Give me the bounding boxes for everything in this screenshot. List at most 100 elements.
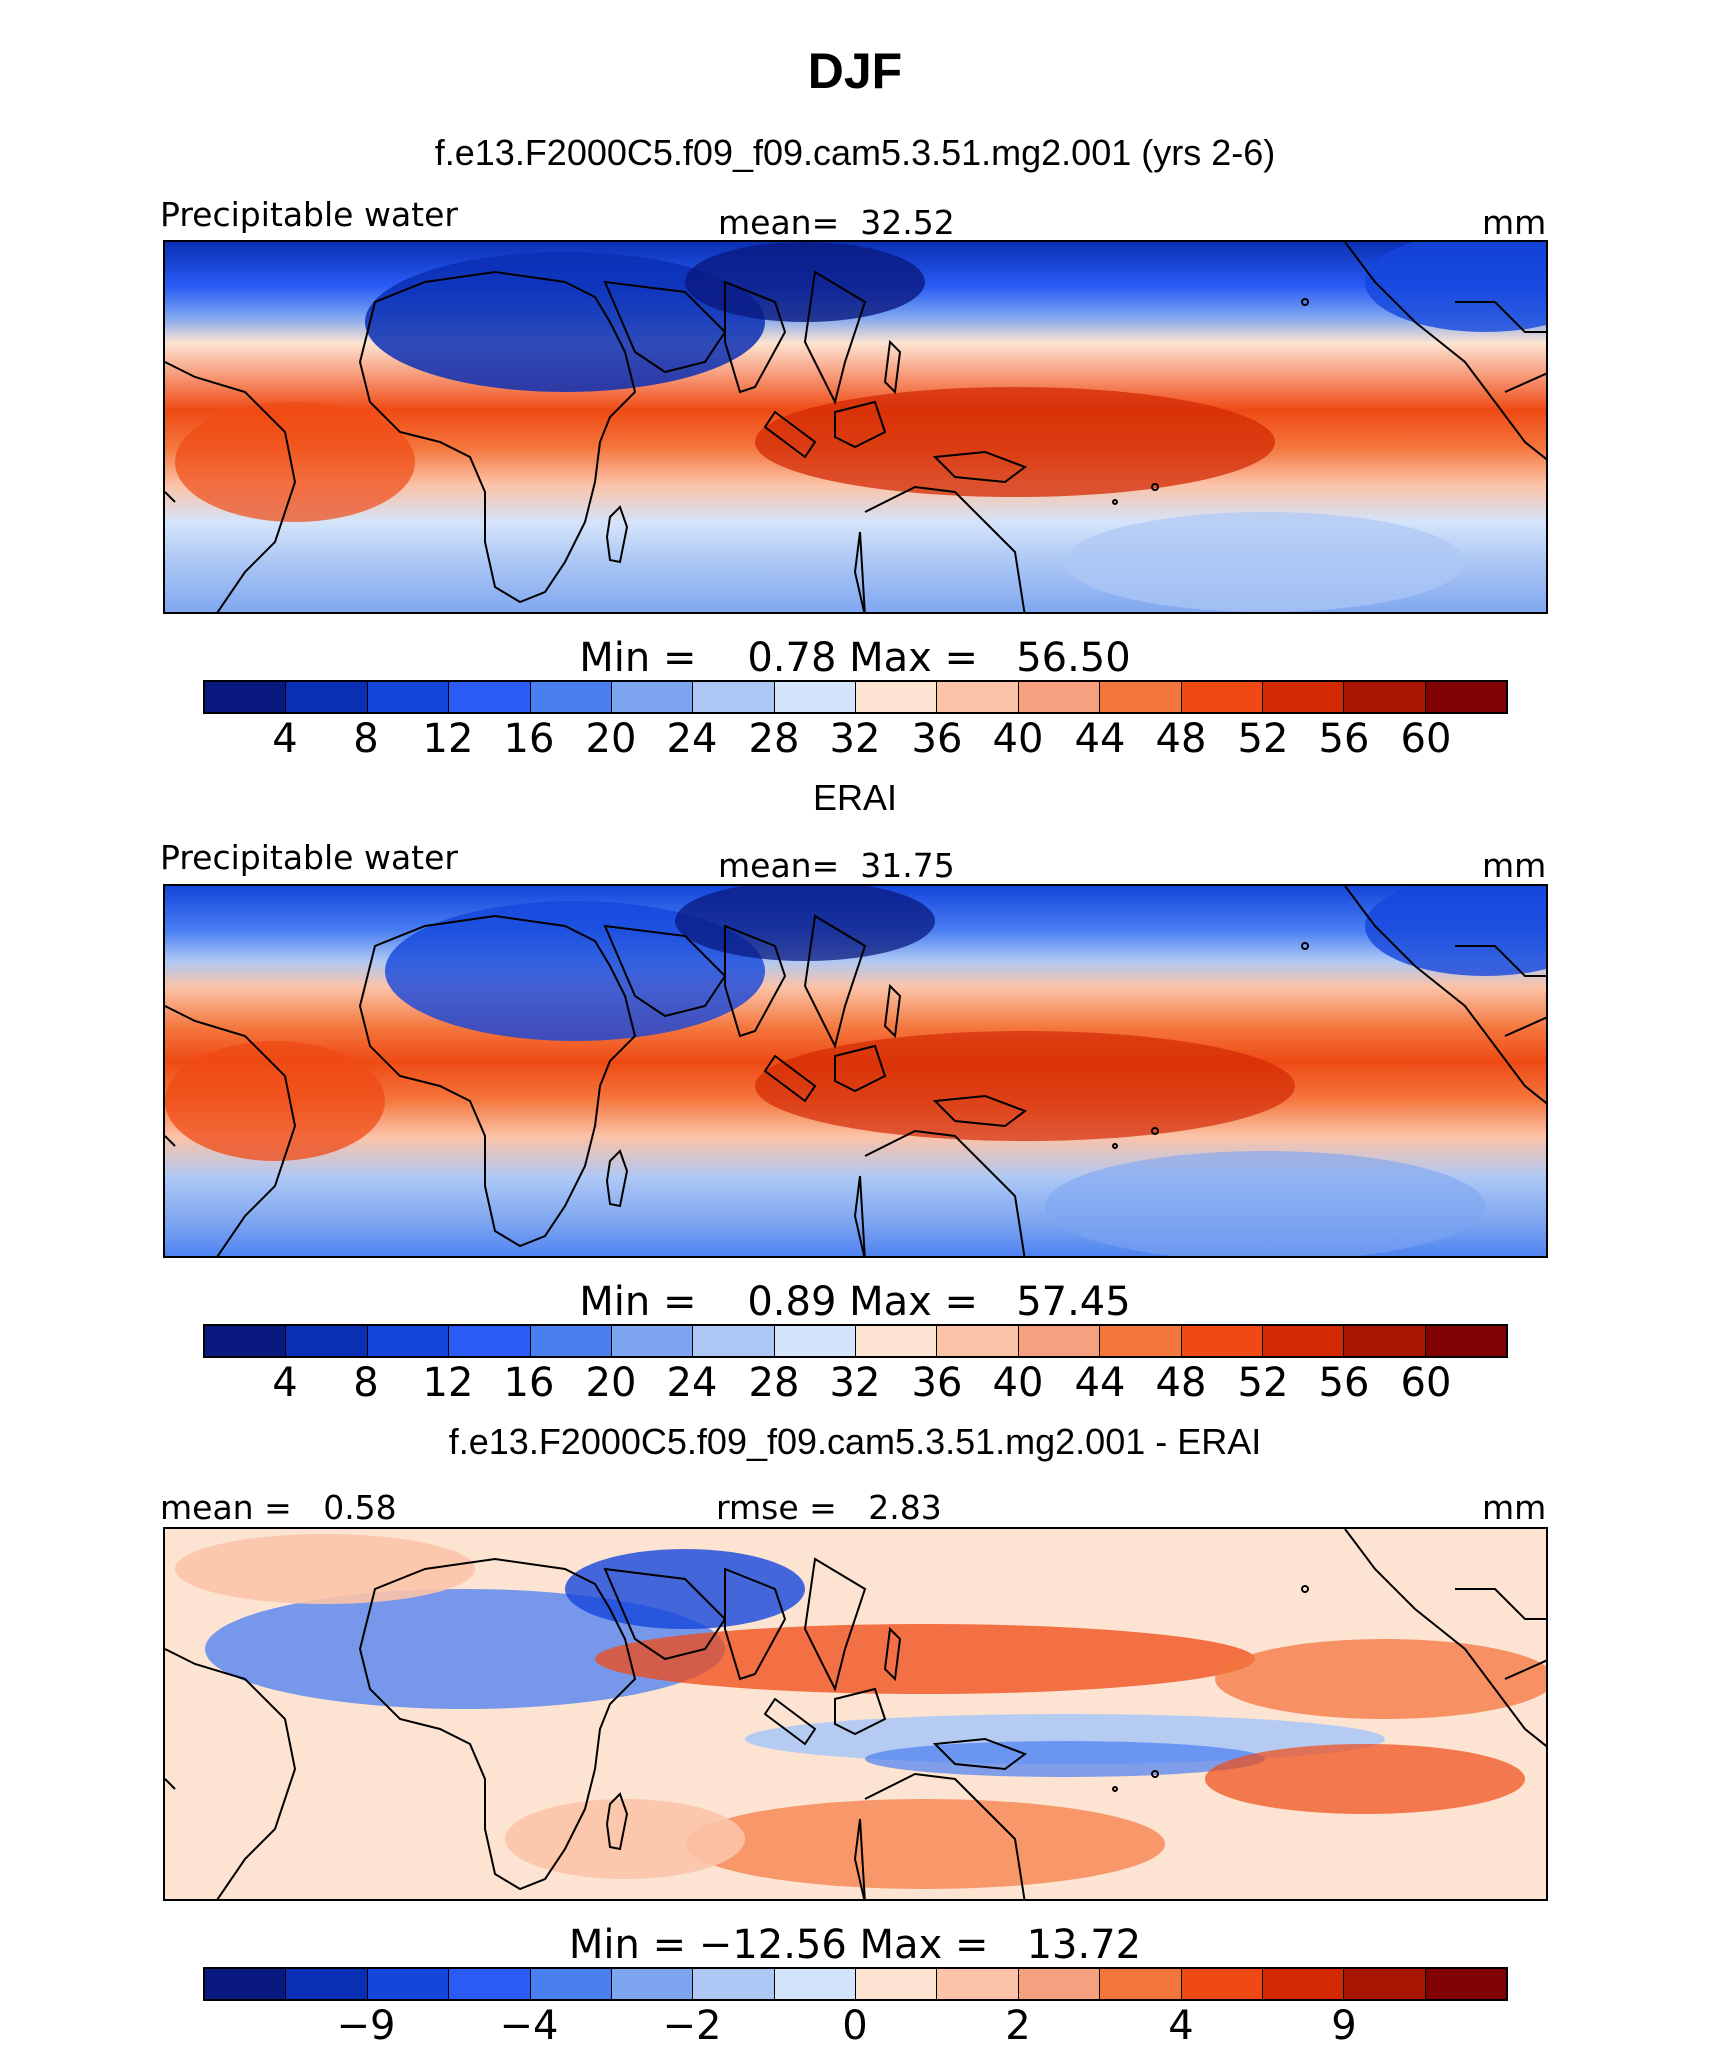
colorbar-swatch <box>1425 1969 1506 1999</box>
colorbar-swatch <box>367 682 450 712</box>
colorbar-swatch <box>367 1326 450 1356</box>
panel-2-tick: 60 <box>1400 1360 1452 1406</box>
colorbar-swatch <box>937 682 1019 712</box>
panel-1-tick: 8 <box>353 716 379 762</box>
panel-1-mean-label: mean= 32.52 <box>718 203 955 242</box>
panel-1-contour-field <box>165 242 1546 612</box>
panel-3-map <box>163 1527 1548 1901</box>
panel-1-tick: 44 <box>1074 716 1126 762</box>
panel-1-units: mm <box>1482 203 1547 242</box>
colorbar-swatch <box>1425 1326 1506 1356</box>
panel-1-tick: 48 <box>1155 716 1207 762</box>
panel-3-tick: 4 <box>1168 2003 1194 2049</box>
colorbar-swatch <box>1344 682 1426 712</box>
panel-3-colorbar <box>203 1967 1508 2001</box>
panel-3-rmse-label: rmse = 2.83 <box>716 1488 942 1527</box>
panel-1-tick: 56 <box>1318 716 1370 762</box>
panel-3-units: mm <box>1482 1488 1547 1527</box>
panel-2-map <box>163 884 1548 1258</box>
colorbar-swatch <box>205 1969 287 1999</box>
colorbar-swatch <box>611 1326 694 1356</box>
panel-1-tick: 24 <box>666 716 718 762</box>
colorbar-swatch <box>1425 682 1506 712</box>
panel-2-contour-field <box>165 886 1546 1256</box>
colorbar-swatch <box>205 1326 287 1356</box>
panel-2-tick: 56 <box>1318 1360 1370 1406</box>
colorbar-swatch <box>693 682 775 712</box>
panel-2-tick: 48 <box>1155 1360 1207 1406</box>
panel-1-map <box>163 240 1548 614</box>
panel-1-variable-label: Precipitable water <box>160 195 458 234</box>
panel-2-tick: 12 <box>422 1360 474 1406</box>
panel-2-tick: 24 <box>666 1360 718 1406</box>
colorbar-swatch <box>774 1326 856 1356</box>
colorbar-swatch <box>449 1969 531 1999</box>
colorbar-swatch <box>1181 682 1263 712</box>
panel-1-tick: 40 <box>992 716 1044 762</box>
panel-1-title: f.e13.F2000C5.f09_f09.cam5.3.51.mg2.001 … <box>434 132 1276 173</box>
colorbar-swatch <box>530 1326 612 1356</box>
panel-2-tick: 20 <box>585 1360 637 1406</box>
colorbar-swatch <box>1344 1969 1426 1999</box>
colorbar-swatch <box>1018 1969 1101 1999</box>
panel-1-colorbar <box>203 680 1508 714</box>
colorbar-swatch <box>1181 1326 1263 1356</box>
panel-3-tick: −2 <box>662 2003 722 2049</box>
panel-3-tick: −9 <box>336 2003 396 2049</box>
panel-3-contour-field <box>165 1529 1546 1899</box>
colorbar-swatch <box>1262 1326 1345 1356</box>
panel-1-tick: 16 <box>503 716 555 762</box>
colorbar-swatch <box>611 682 694 712</box>
colorbar-swatch <box>1262 682 1345 712</box>
panel-2-tick: 44 <box>1074 1360 1126 1406</box>
panel-2-units: mm <box>1482 846 1547 885</box>
panel-3-title: f.e13.F2000C5.f09_f09.cam5.3.51.mg2.001 … <box>448 1421 1262 1462</box>
panel-1-tick: 36 <box>911 716 963 762</box>
panel-2-tick: 4 <box>272 1360 298 1406</box>
colorbar-swatch <box>856 1326 938 1356</box>
colorbar-swatch <box>937 1326 1019 1356</box>
panel-2-tick: 52 <box>1237 1360 1289 1406</box>
panel-1-tick: 60 <box>1400 716 1452 762</box>
colorbar-swatch <box>774 1969 856 1999</box>
panel-2-title: ERAI <box>812 777 898 818</box>
colorbar-swatch <box>856 682 938 712</box>
colorbar-swatch <box>1100 682 1182 712</box>
colorbar-swatch <box>1100 1326 1182 1356</box>
panel-2-min-max: Min = 0.89 Max = 57.45 <box>579 1279 1131 1325</box>
panel-1-tick: 4 <box>272 716 298 762</box>
colorbar-swatch <box>774 682 856 712</box>
colorbar-swatch <box>449 682 531 712</box>
panel-2-tick: 36 <box>911 1360 963 1406</box>
panel-1-min-max: Min = 0.78 Max = 56.50 <box>579 635 1131 681</box>
panel-3-mean-label: mean = 0.58 <box>160 1488 397 1527</box>
colorbar-swatch <box>856 1969 938 1999</box>
colorbar-swatch <box>530 682 612 712</box>
panel-1-tick: 12 <box>422 716 474 762</box>
panel-2-variable-label: Precipitable water <box>160 838 458 877</box>
main-title: DJF <box>807 43 903 99</box>
colorbar-swatch <box>286 1969 368 1999</box>
panel-3-tick: 0 <box>842 2003 868 2049</box>
colorbar-swatch <box>286 1326 368 1356</box>
panel-3-tick: −4 <box>499 2003 559 2049</box>
panel-2-tick: 8 <box>353 1360 379 1406</box>
panel-2-tick: 16 <box>503 1360 555 1406</box>
panel-3-tick: 2 <box>1005 2003 1031 2049</box>
colorbar-swatch <box>286 682 368 712</box>
panel-1-tick: 28 <box>748 716 800 762</box>
colorbar-swatch <box>449 1326 531 1356</box>
panel-1-tick: 32 <box>829 716 881 762</box>
colorbar-swatch <box>205 682 287 712</box>
panel-3-tick: 9 <box>1331 2003 1357 2049</box>
colorbar-swatch <box>367 1969 450 1999</box>
colorbar-swatch <box>1262 1969 1345 1999</box>
colorbar-swatch <box>1100 1969 1182 1999</box>
colorbar-swatch <box>530 1969 612 1999</box>
panel-2-mean-label: mean= 31.75 <box>718 846 955 885</box>
colorbar-swatch <box>1018 682 1101 712</box>
colorbar-swatch <box>693 1969 775 1999</box>
colorbar-swatch <box>693 1326 775 1356</box>
panel-2-tick: 28 <box>748 1360 800 1406</box>
colorbar-swatch <box>1018 1326 1101 1356</box>
